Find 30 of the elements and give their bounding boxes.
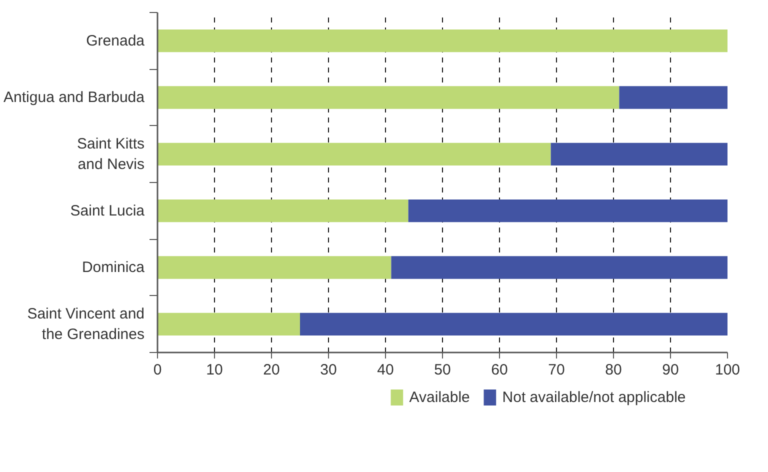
bar [550,142,728,166]
bar [158,200,408,222]
x-tick-label: 60 [491,362,508,378]
x-tick-label: 100 [714,362,740,378]
x-tick-label: 20 [263,362,280,378]
y-tick-label: Antigua and Barbuda [4,89,146,106]
x-tick-label: 40 [377,362,394,378]
bar [158,142,551,166]
bar [408,200,728,222]
y-tick-label: Dominica [82,259,146,276]
y-tick-label: Saint Lucia [70,202,146,220]
x-tick-label: 80 [605,362,622,378]
legend-label: Not available/not applicable [502,389,686,406]
x-tick-label: 30 [320,362,337,378]
bar [619,86,728,109]
bar [158,256,392,279]
x-tick-label: 50 [434,362,451,378]
x-tick-label: 0 [153,362,162,378]
bar [158,312,300,336]
y-tick-label: Saint Vincent and the Grenadines [27,305,145,343]
y-tick-label: Grenada [86,32,146,50]
legend-label: Available [409,389,470,406]
x-tick-label: 10 [206,362,223,378]
bar [300,312,728,336]
x-tick-label: 90 [662,362,679,378]
y-tick-label: Saint Kitts and Nevis [76,135,144,173]
bar [158,30,728,52]
x-tick-label: 70 [548,362,565,378]
bar [158,86,620,109]
bar [391,256,728,279]
